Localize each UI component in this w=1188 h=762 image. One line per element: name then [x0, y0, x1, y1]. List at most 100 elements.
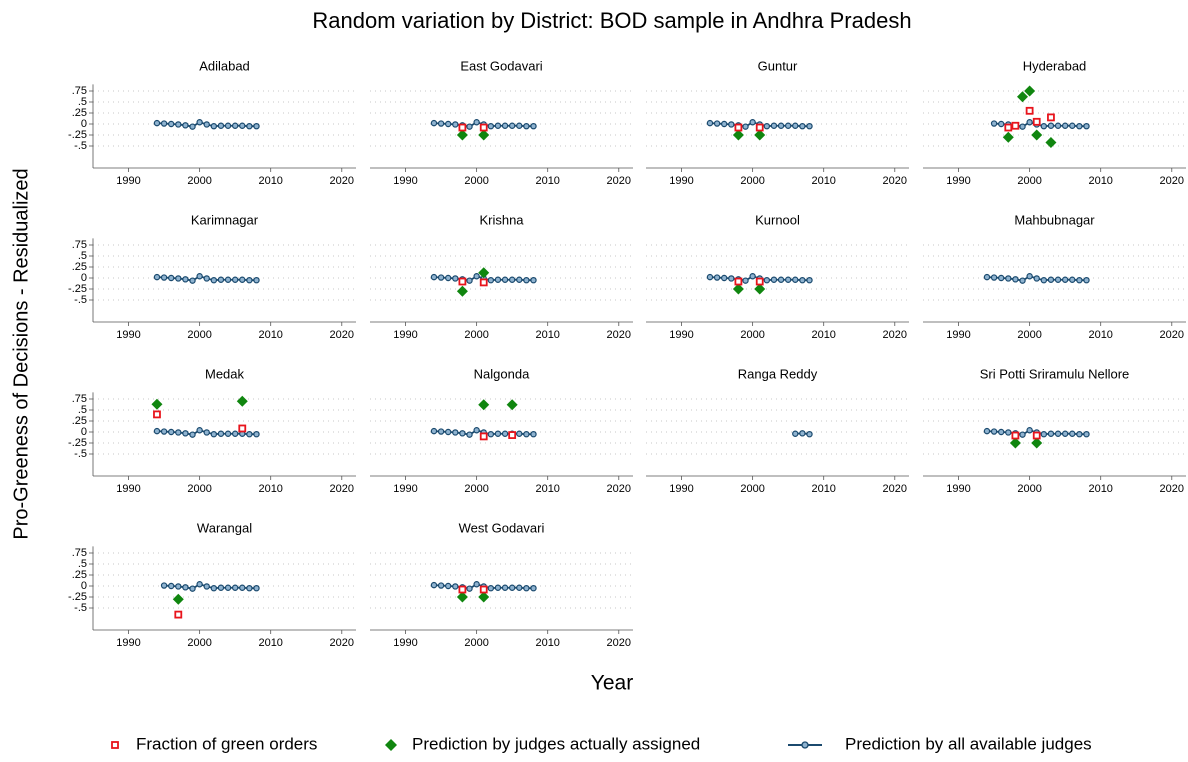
circle-marker: [189, 277, 196, 284]
y-tick-label: -.25: [68, 437, 87, 449]
y-tick-label: -.25: [68, 283, 87, 295]
x-tick-label: 2020: [1160, 329, 1184, 341]
diamond-marker: [478, 399, 490, 411]
diamond-marker: [1017, 91, 1029, 103]
circle-marker: [217, 430, 225, 437]
circle-marker: [1019, 431, 1026, 438]
circle-marker: [466, 123, 473, 130]
circle-marker: [990, 120, 998, 127]
circle-marker: [246, 277, 253, 284]
circle-marker: [246, 122, 253, 130]
circle-marker: [799, 430, 806, 437]
diamond-marker: [456, 129, 468, 141]
y-tick-label: 0: [81, 118, 87, 130]
x-tick-label: 2020: [330, 329, 354, 341]
x-tick-label: 2020: [607, 329, 631, 341]
circle-marker: [1076, 431, 1083, 438]
circle-marker: [189, 585, 196, 592]
diamond-marker: [151, 398, 163, 410]
circle-marker: [720, 120, 728, 128]
circle-marker: [728, 121, 735, 128]
x-tick-label: 2000: [464, 175, 488, 187]
circle-marker: [167, 582, 175, 590]
circle-marker: [501, 584, 509, 591]
diamond-marker: [456, 591, 468, 603]
circle-marker: [167, 428, 175, 436]
x-tick-label: 1990: [669, 329, 693, 341]
circle-marker: [231, 122, 239, 129]
x-tick-label: 1990: [393, 175, 417, 187]
y-tick-label: .5: [78, 96, 87, 108]
circle-marker: [444, 274, 452, 282]
circle-marker: [153, 427, 161, 435]
circle-marker: [494, 276, 502, 283]
square-marker: [238, 424, 247, 433]
circle-marker: [494, 430, 502, 437]
x-tick-label: 2000: [740, 329, 764, 341]
circle-marker: [792, 122, 799, 129]
x-tick-label: 2000: [740, 175, 764, 187]
circle-marker: [210, 431, 218, 438]
circle-marker: [530, 431, 537, 438]
circle-marker: [508, 584, 516, 591]
circle-marker: [253, 122, 260, 130]
square-marker: [734, 123, 743, 132]
circle-marker: [494, 122, 502, 129]
x-tick-label: 1990: [116, 175, 140, 187]
circle-marker: [473, 581, 480, 588]
diamond-marker: [754, 283, 766, 295]
circle-marker: [160, 274, 168, 281]
circle-marker: [1005, 429, 1012, 436]
x-tick-label: 2010: [258, 637, 282, 649]
diamond-marker: [732, 283, 744, 295]
x-tick-label: 2010: [258, 329, 282, 341]
circle-marker: [720, 274, 728, 282]
circle-marker: [523, 277, 530, 284]
circle-marker: [1054, 122, 1062, 129]
circle-marker: [799, 277, 806, 284]
circle-marker: [523, 122, 530, 130]
circle-marker: [1040, 431, 1048, 438]
circle-marker: [997, 428, 1005, 436]
square-marker: [755, 277, 764, 286]
circle-marker: [501, 430, 509, 437]
circle-marker: [175, 583, 182, 590]
circle-marker: [1026, 427, 1033, 434]
circle-marker: [466, 431, 473, 438]
circle-marker: [1005, 275, 1012, 282]
circle-marker: [742, 277, 749, 284]
x-tick-label: 2000: [187, 329, 211, 341]
circle-marker: [1054, 276, 1062, 283]
circle-marker: [473, 427, 480, 434]
y-tick-label: -.5: [74, 602, 87, 614]
circle-marker: [1047, 276, 1055, 283]
circle-marker: [239, 584, 246, 591]
x-tick-label: 1990: [116, 483, 140, 495]
x-tick-label: 2020: [607, 483, 631, 495]
square-marker: [458, 277, 467, 286]
circle-marker: [175, 121, 182, 128]
circle-marker: [523, 585, 530, 592]
square-marker: [1025, 106, 1034, 115]
x-tick-label: 2000: [1017, 175, 1041, 187]
circle-marker: [196, 427, 203, 434]
circle-marker: [1033, 275, 1040, 282]
circle-marker: [217, 276, 225, 283]
circle-marker: [1069, 430, 1076, 437]
circle-marker: [231, 430, 239, 437]
y-tick-label: .5: [78, 404, 87, 416]
circle-marker: [792, 430, 799, 437]
circle-marker: [196, 119, 203, 126]
circle-marker: [444, 120, 452, 128]
x-tick-label: 2020: [330, 175, 354, 187]
x-tick-label: 1990: [116, 637, 140, 649]
circle-marker: [437, 428, 445, 435]
panel-title: Ranga Reddy: [738, 366, 818, 381]
x-tick-label: 1990: [946, 175, 970, 187]
circle-marker: [153, 273, 161, 281]
x-tick-label: 2000: [187, 637, 211, 649]
x-tick-label: 1990: [116, 329, 140, 341]
panel-title: Medak: [205, 366, 245, 381]
diamond-marker: [754, 129, 766, 141]
